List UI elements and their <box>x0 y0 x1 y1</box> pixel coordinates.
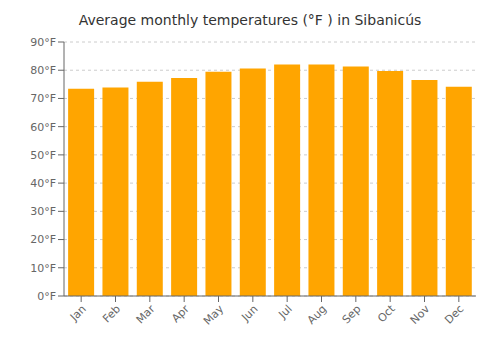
svg-text:Aug: Aug <box>305 302 329 326</box>
svg-text:20°F: 20°F <box>30 233 56 246</box>
svg-text:Jul: Jul <box>276 302 295 321</box>
svg-text:60°F: 60°F <box>30 121 56 134</box>
svg-text:Mar: Mar <box>134 302 158 326</box>
svg-text:0°F: 0°F <box>37 290 56 303</box>
svg-text:Jun: Jun <box>238 302 260 324</box>
svg-text:40°F: 40°F <box>30 177 56 190</box>
svg-text:70°F: 70°F <box>30 92 56 105</box>
svg-text:Jan: Jan <box>67 302 89 324</box>
svg-text:Apr: Apr <box>169 302 192 325</box>
svg-text:Feb: Feb <box>100 302 123 325</box>
svg-text:Oct: Oct <box>375 302 398 325</box>
svg-text:80°F: 80°F <box>30 64 56 77</box>
svg-text:50°F: 50°F <box>30 149 56 162</box>
svg-text:90°F: 90°F <box>30 36 56 49</box>
svg-text:10°F: 10°F <box>30 262 56 275</box>
html-text:Average monthly temperatures (: Average monthly temperatures (°F ) in Si… <box>78 12 422 28</box>
svg-text:Sep: Sep <box>340 302 364 326</box>
svg-text:30°F: 30°F <box>30 205 56 218</box>
svg-text:Dec: Dec <box>442 302 466 326</box>
svg-text:May: May <box>201 302 227 328</box>
svg-text:Nov: Nov <box>408 302 433 327</box>
